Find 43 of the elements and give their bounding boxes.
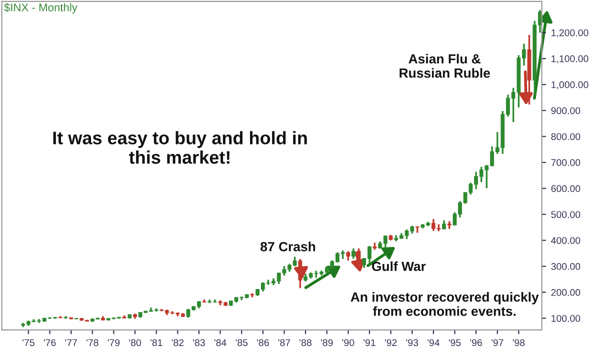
x-tick-label: '90 [342,339,354,346]
annotation: Asian Flu & Russian Ruble [400,54,490,78]
x-tick-label: '87 [278,339,290,346]
x-tick-label: '97 [492,339,504,346]
x-tick-label: '98 [512,339,525,346]
annotation: 87 Crash [260,242,316,252]
x-tick-label: '79 [108,339,120,346]
x-tick-label: '75 [22,339,34,346]
y-tick-label: 1,000.00 [552,81,588,90]
y-tick-label: 600.00 [551,185,580,192]
x-tick-label: '76 [44,339,56,346]
x-tick-label: '80 [129,339,141,346]
y-tick-label: 500.00 [551,211,580,218]
chart-title: $INX - Monthly [4,3,78,14]
y-tick-label: 100.00 [552,314,580,322]
y-tick-label: 300.00 [551,263,580,270]
x-tick-label: '88 [300,339,312,346]
x-tick-label: '93 [406,339,418,346]
annotation: It was easy to buy and hold in this market! [53,131,307,164]
y-tick-label: 1,200.00 [552,29,588,38]
x-tick-label: '85 [236,339,248,346]
x-tick-label: '95 [448,339,461,346]
x-tick-label: '96 [470,339,482,346]
y-tick-label: 400.00 [551,237,580,244]
x-tick-label: '82 [172,339,184,346]
y-tick-label: 900.00 [551,107,580,114]
x-tick-label: '89 [321,339,333,346]
y-tick-label: 200.00 [551,289,580,296]
x-tick-label: '77 [65,339,77,346]
x-tick-label: '81 [150,339,162,346]
x-tick-label: '83 [193,339,205,346]
y-tick-label: 1,100.00 [552,55,588,64]
x-tick-label: '91 [364,339,376,346]
candlestick [69,316,74,320]
y-tick-label: 700.00 [551,159,580,166]
x-tick-label: '86 [257,339,269,346]
x-tick-label: '94 [428,339,440,346]
x-tick-label: '92 [384,339,397,346]
annotation: An investor recovered quickly from economic events. [350,292,539,316]
x-tick-label: '78 [86,339,98,346]
y-tick-label: 800.00 [551,133,580,140]
x-tick-label: '84 [214,339,226,346]
annotation: Gulf War [372,261,426,272]
